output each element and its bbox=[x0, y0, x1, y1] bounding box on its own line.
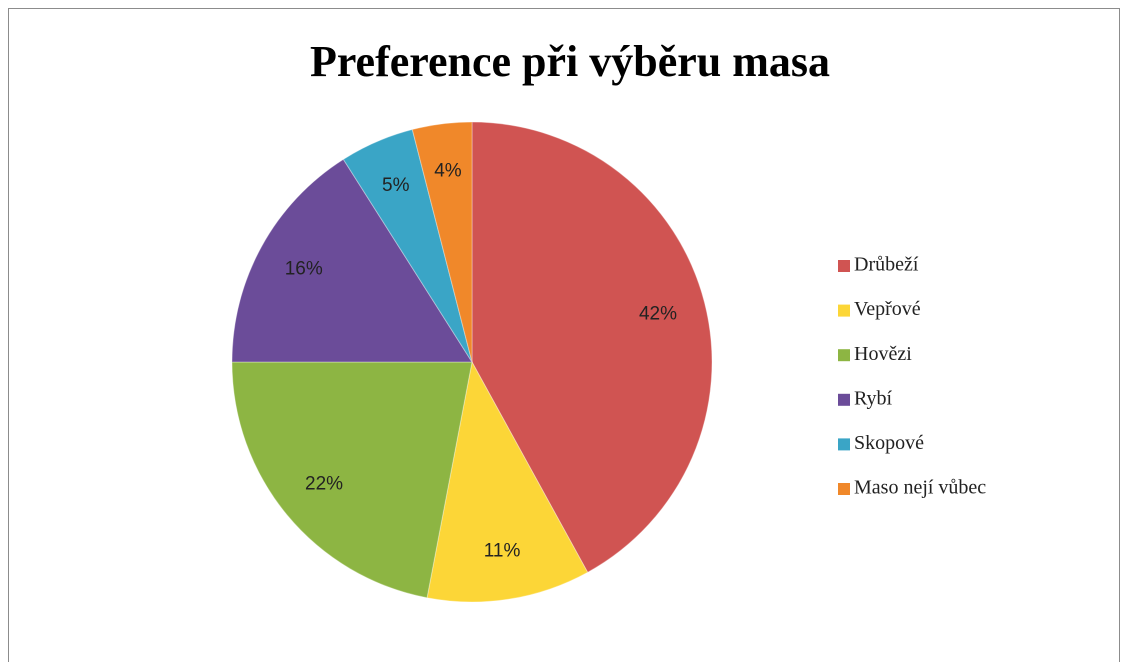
legend-swatch bbox=[838, 438, 850, 451]
data-label: 42% bbox=[639, 303, 677, 324]
chart-title: Preference při výběru masa bbox=[310, 37, 830, 86]
data-label: 16% bbox=[285, 259, 323, 280]
pie-slice bbox=[411, 121, 473, 363]
legend-swatch bbox=[838, 304, 850, 317]
pie-slice bbox=[426, 360, 589, 603]
data-label: 4% bbox=[434, 161, 462, 182]
data-label: 5% bbox=[382, 175, 410, 196]
legend-label: Skopové bbox=[854, 432, 924, 454]
pie-slice bbox=[342, 128, 473, 363]
legend-swatch bbox=[838, 260, 850, 272]
data-label: 11% bbox=[484, 541, 521, 562]
legend-label: Vepřové bbox=[854, 298, 921, 320]
pie-slice bbox=[471, 121, 713, 573]
legend-label: Maso nejí vůbec bbox=[854, 477, 986, 499]
legend-label: Hovězi bbox=[854, 343, 912, 365]
legend-swatch bbox=[838, 349, 850, 362]
legend-swatch bbox=[838, 483, 850, 495]
legend-label: Drůbeží bbox=[854, 254, 919, 276]
legend-swatch bbox=[838, 393, 850, 406]
legend-label: Rybí bbox=[854, 387, 893, 409]
pie-slice bbox=[231, 361, 473, 599]
data-label: 22% bbox=[305, 473, 343, 494]
pie-slice bbox=[231, 158, 473, 363]
